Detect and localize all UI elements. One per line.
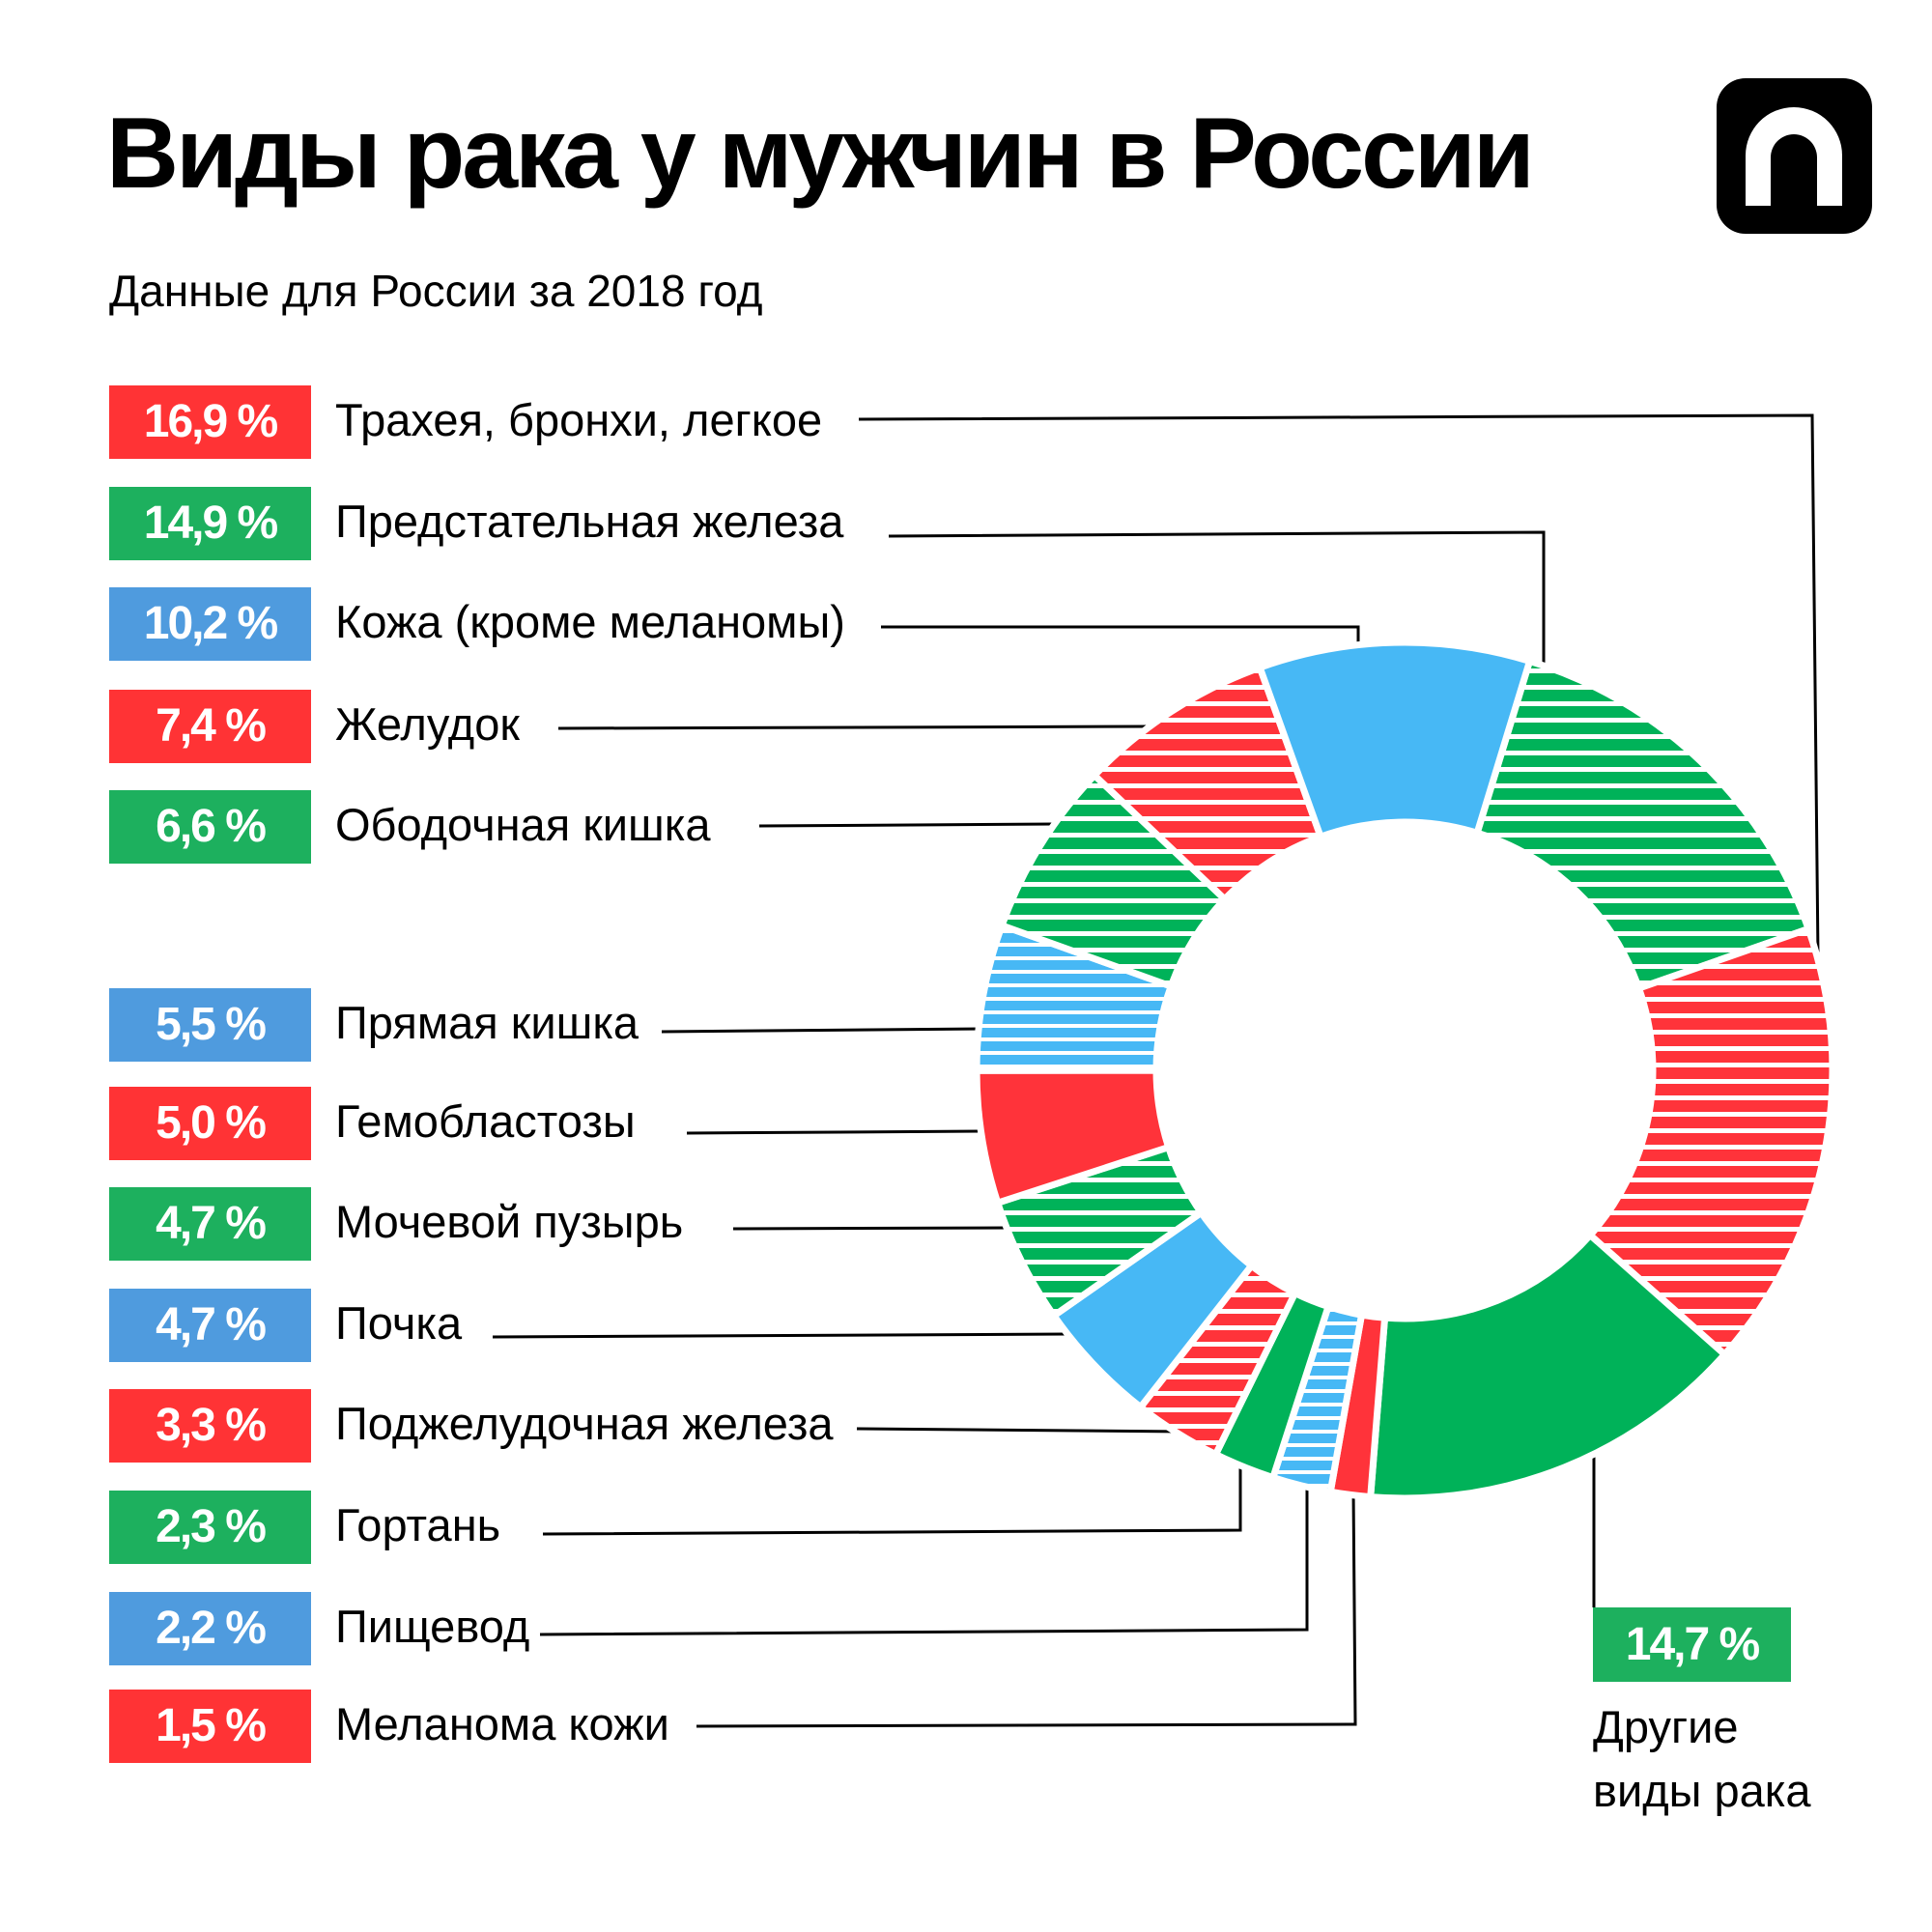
legend-value-badge: 3,3 % xyxy=(109,1389,311,1463)
leader-line xyxy=(858,413,1820,957)
leader-line xyxy=(492,1332,1068,1339)
leader-line xyxy=(539,1477,1309,1636)
legend-value-badge: 1,5 % xyxy=(109,1690,311,1763)
legend-label: Ободочная кишка xyxy=(335,796,719,854)
other-value-badge: 14,7 % xyxy=(1593,1607,1791,1682)
legend-label: Меланома кожи xyxy=(335,1695,677,1753)
legend-value-badge: 2,2 % xyxy=(109,1592,311,1665)
legend-value-badge: 5,5 % xyxy=(109,988,311,1062)
legend-label: Гортань xyxy=(335,1496,509,1554)
n-arch-logo-icon xyxy=(1717,78,1872,234)
leader-line xyxy=(686,1129,988,1135)
legend-label: Прямая кишка xyxy=(335,994,647,1052)
legend-label: Желудок xyxy=(335,696,527,753)
legend-label: Кожа (кроме меланомы) xyxy=(335,593,853,651)
legend-label: Поджелудочная железа xyxy=(335,1395,841,1453)
legend-value-badge: 4,7 % xyxy=(109,1289,311,1362)
legend-value-badge: 10,2 % xyxy=(109,587,311,661)
donut-segments xyxy=(973,639,1836,1502)
legend-value-badge: 6,6 % xyxy=(109,790,311,864)
page-title: Виды рака у мужчин в России xyxy=(106,98,1535,210)
donut-segment xyxy=(1585,924,1836,1360)
leader-line xyxy=(881,625,1360,645)
legend-label: Трахея, бронхи, легкое xyxy=(335,391,831,449)
leader-line xyxy=(661,1027,985,1034)
leader-line xyxy=(732,1226,1012,1231)
leader-line xyxy=(856,1427,1186,1434)
legend-label: Гемобластозы xyxy=(335,1093,643,1151)
leader-line xyxy=(557,724,1150,730)
other-label: Другие виды рака xyxy=(1593,1701,1811,1816)
donut-segment xyxy=(1366,1230,1730,1502)
legend-label: Мочевой пузырь xyxy=(335,1193,692,1251)
legend-value-badge: 14,9 % xyxy=(109,487,311,560)
leader-line xyxy=(696,1489,1357,1728)
leader-line xyxy=(542,1459,1242,1536)
legend-label: Почка xyxy=(335,1294,470,1352)
legend-value-badge: 5,0 % xyxy=(109,1087,311,1160)
legend-value-badge: 2,3 % xyxy=(109,1491,311,1564)
donut-segment xyxy=(1255,639,1534,841)
legend-label: Пищевод xyxy=(335,1598,538,1656)
legend-value-badge: 16,9 % xyxy=(109,385,311,459)
legend-value-badge: 7,4 % xyxy=(109,690,311,763)
leader-lines xyxy=(492,413,1820,1728)
legend-label: Предстательная железа xyxy=(335,493,852,551)
legend-value-badge: 4,7 % xyxy=(109,1187,311,1261)
page-subtitle: Данные для России за 2018 год xyxy=(109,266,763,316)
leader-line xyxy=(758,822,1056,828)
leader-line xyxy=(888,530,1546,667)
donut-segment xyxy=(1472,656,1813,993)
